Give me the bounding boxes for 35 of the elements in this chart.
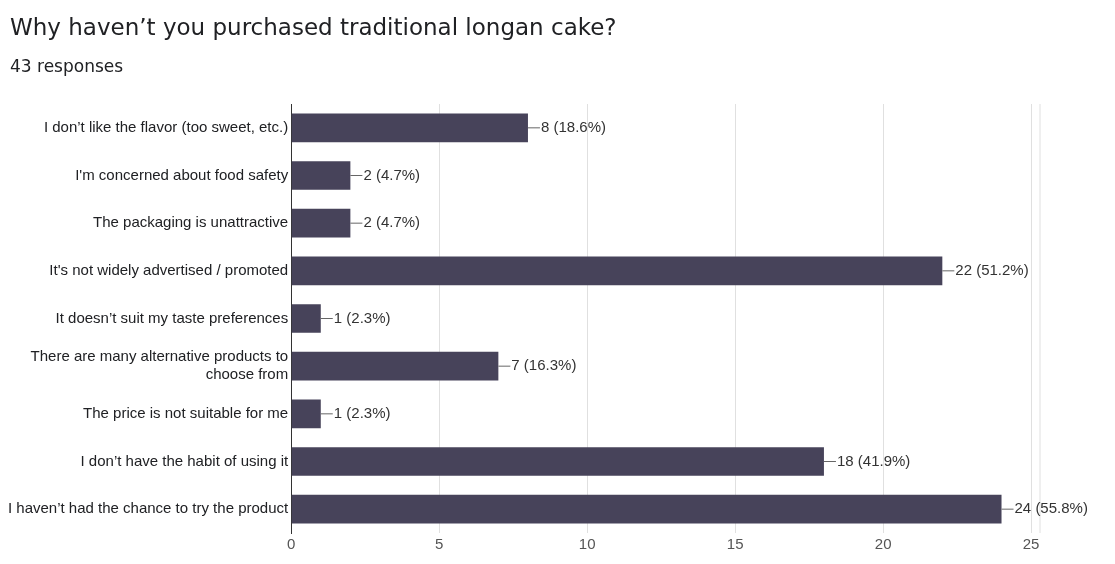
bar — [291, 399, 321, 429]
data-label: 1 (2.3%) — [333, 308, 391, 326]
bar — [291, 256, 943, 286]
bar — [291, 494, 1002, 524]
y-tick-label: There are many alternative products to choose from — [30, 347, 289, 383]
x-tick-label: 5 — [435, 535, 444, 553]
data-label: 2 (4.7%) — [363, 165, 421, 183]
y-tick-label: I don’t have the habit of using it — [80, 451, 289, 469]
data-label: 18 (41.9%) — [836, 451, 911, 469]
bar — [291, 304, 321, 333]
y-tick-label: I don’t like the flavor (too sweet, etc.) — [43, 117, 289, 135]
bar — [291, 113, 528, 143]
y-tick-label: The price is not suitable for me — [83, 403, 289, 421]
bar — [291, 447, 824, 476]
bar — [291, 161, 351, 190]
x-tick-label: 15 — [726, 535, 744, 553]
data-label: 2 (4.7%) — [363, 213, 421, 231]
y-tick-label: It doesn’t suit my taste preferences — [55, 308, 289, 326]
y-tick-label: It's not widely advertised / promoted — [49, 260, 289, 278]
x-tick-label: 10 — [578, 535, 596, 553]
text: 43 responses — [10, 56, 124, 76]
data-label: 1 (2.3%) — [333, 403, 391, 421]
x-tick-label: 25 — [1022, 535, 1040, 553]
chart-title: Why haven’t you purchased traditional longan cake? — [10, 14, 617, 40]
data-label: 24 (55.8%) — [1014, 499, 1088, 517]
data-label: 7 (16.3%) — [511, 356, 577, 374]
bar — [291, 351, 499, 381]
y-tick-label: I haven’t had the chance to try the product — [7, 499, 290, 517]
x-tick-label: 20 — [874, 535, 892, 553]
y-tick-label: The packaging is unattractive — [93, 213, 289, 231]
data-label: 22 (51.2%) — [955, 260, 1029, 278]
data-label: 8 (18.6%) — [540, 117, 607, 135]
y-tick-label: I'm concerned about food safety — [75, 165, 289, 183]
bar — [291, 208, 351, 238]
x-tick-label: 0 — [287, 535, 296, 553]
